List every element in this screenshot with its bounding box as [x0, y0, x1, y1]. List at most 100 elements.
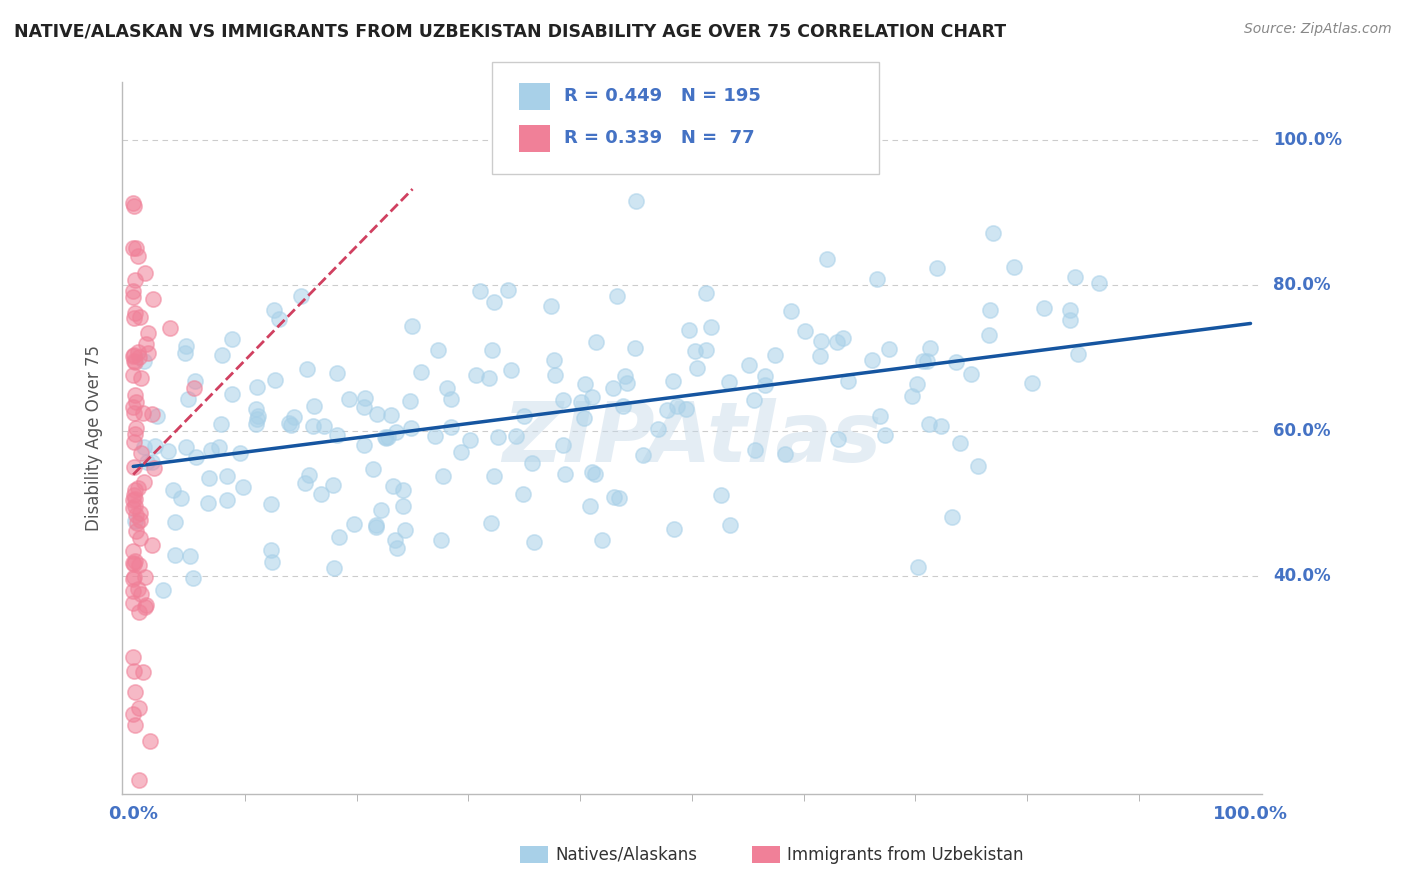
Point	[124, 388, 146, 402]
Point	[260, 555, 283, 569]
Point	[364, 520, 387, 534]
Point	[260, 543, 283, 558]
Point	[631, 448, 654, 462]
Point	[754, 369, 776, 384]
Point	[122, 406, 145, 420]
Point	[183, 571, 205, 585]
Point	[122, 707, 145, 722]
Point	[1063, 270, 1085, 285]
Point	[122, 569, 145, 583]
Point	[624, 341, 647, 355]
Point	[124, 717, 146, 731]
Point	[337, 392, 360, 407]
Point	[128, 558, 150, 573]
Point	[124, 348, 146, 362]
Point	[700, 319, 723, 334]
Point	[353, 438, 375, 452]
Point	[959, 368, 981, 382]
Point	[496, 283, 519, 297]
Point	[543, 352, 565, 367]
Point	[394, 523, 416, 537]
Point	[132, 475, 155, 489]
Point	[125, 421, 148, 435]
Point	[918, 417, 941, 432]
Point	[450, 445, 472, 459]
Point	[124, 491, 146, 506]
Point	[929, 419, 952, 434]
Point	[869, 409, 891, 423]
Point	[429, 533, 451, 548]
Point	[295, 361, 318, 376]
Point	[326, 427, 349, 442]
Point	[425, 429, 447, 443]
Point	[134, 266, 156, 280]
Point	[810, 334, 832, 348]
Text: 80.0%: 80.0%	[1272, 277, 1330, 294]
Point	[551, 438, 574, 452]
Point	[979, 327, 1001, 342]
Point	[152, 582, 174, 597]
Point	[411, 365, 433, 379]
Point	[683, 343, 706, 358]
Point	[125, 508, 148, 522]
Point	[124, 273, 146, 287]
Point	[211, 348, 233, 362]
Point	[949, 436, 972, 450]
Point	[122, 459, 145, 474]
Point	[141, 538, 163, 552]
Point	[482, 295, 505, 310]
Point	[125, 241, 148, 255]
Point	[364, 517, 387, 532]
Point	[124, 554, 146, 568]
Point	[384, 533, 406, 548]
Point	[122, 650, 145, 665]
Point	[269, 312, 291, 326]
Point	[860, 353, 883, 368]
Point	[1021, 376, 1043, 391]
Point	[481, 516, 503, 531]
Point	[122, 290, 145, 304]
Point	[183, 381, 205, 395]
Point	[142, 292, 165, 306]
Point	[832, 331, 855, 345]
Point	[179, 549, 201, 564]
Point	[127, 481, 149, 495]
Point	[744, 443, 766, 458]
Point	[280, 417, 302, 432]
Point	[354, 391, 377, 405]
Point	[232, 480, 254, 494]
Point	[399, 420, 422, 434]
Point	[482, 468, 505, 483]
Point	[353, 400, 375, 414]
Point	[380, 408, 402, 422]
Point	[808, 350, 831, 364]
Point	[915, 354, 938, 368]
Point	[135, 455, 157, 469]
Point	[927, 261, 949, 276]
Point	[328, 530, 350, 544]
Point	[142, 461, 165, 475]
Point	[401, 319, 423, 334]
Point	[124, 665, 146, 679]
Point	[523, 535, 546, 549]
Point	[128, 605, 150, 619]
Point	[170, 491, 193, 505]
Point	[391, 483, 413, 497]
Point	[499, 363, 522, 377]
Point	[981, 226, 1004, 240]
Point	[763, 348, 786, 362]
Point	[382, 479, 405, 493]
Point	[827, 432, 849, 446]
Point	[837, 374, 859, 388]
Point	[945, 355, 967, 369]
Point	[458, 433, 481, 447]
Point	[122, 556, 145, 570]
Point	[675, 401, 697, 416]
Point	[125, 524, 148, 539]
Point	[666, 400, 689, 414]
Point	[678, 323, 700, 337]
Point	[174, 440, 197, 454]
Point	[616, 376, 638, 390]
Point	[738, 358, 761, 372]
Point	[132, 665, 155, 679]
